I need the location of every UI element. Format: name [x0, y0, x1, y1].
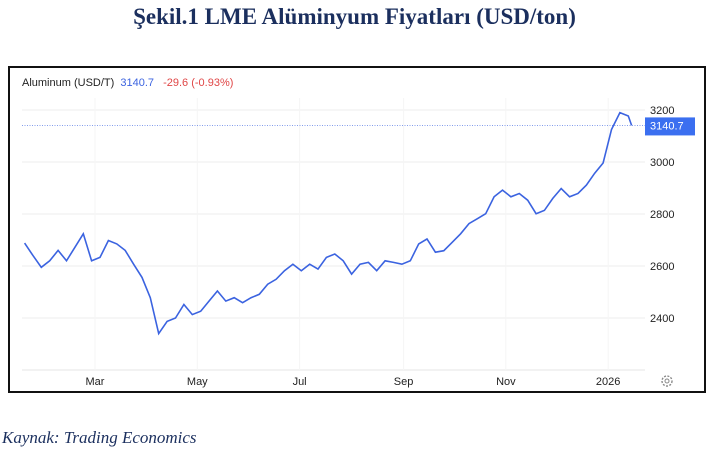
chart-frame: 2400 2600 2800 3000 3200 Mar May Jul Sep Nov 2026…	[8, 66, 706, 393]
x-axis: Mar May Jul Sep Nov 2026	[86, 376, 621, 388]
chart-header: Aluminum (USD/T) 3140.7 -29.6 (-0.93%)	[22, 77, 233, 89]
x-tick-label: May	[187, 376, 208, 388]
last-value-tag-text: 3140.7	[650, 120, 684, 132]
instrument-name: Aluminum (USD/T)	[22, 77, 114, 89]
y-tick-label: 2800	[650, 209, 674, 221]
gear-icon[interactable]	[661, 375, 673, 387]
y-tick-label: 3000	[650, 157, 674, 169]
series-line-aluminum	[23, 111, 633, 336]
grid	[22, 98, 645, 371]
last-value-tag	[645, 117, 695, 136]
price-change: -29.6 (-0.93%)	[163, 77, 233, 89]
x-tick-label: Mar	[86, 376, 105, 388]
y-tick-label: 2600	[650, 261, 674, 273]
y-axis: 2400 2600 2800 3000 3200	[650, 105, 674, 325]
source-caption: Kaynak: Trading Economics	[2, 428, 197, 447]
line-chart: 2400 2600 2800 3000 3200 Mar May Jul Sep Nov 2026…	[22, 77, 695, 388]
figure-title: Şekil.1 LME Alüminyum Fiyatları (USD/ton…	[133, 4, 576, 29]
x-tick-label: Sep	[394, 376, 414, 388]
x-tick-label: Nov	[496, 376, 516, 388]
x-tick-label: 2026	[596, 376, 620, 388]
y-tick-label: 2400	[650, 313, 674, 325]
y-tick-label: 3200	[650, 105, 674, 117]
x-tick-label: Jul	[293, 376, 307, 388]
current-price: 3140.7	[120, 77, 154, 89]
